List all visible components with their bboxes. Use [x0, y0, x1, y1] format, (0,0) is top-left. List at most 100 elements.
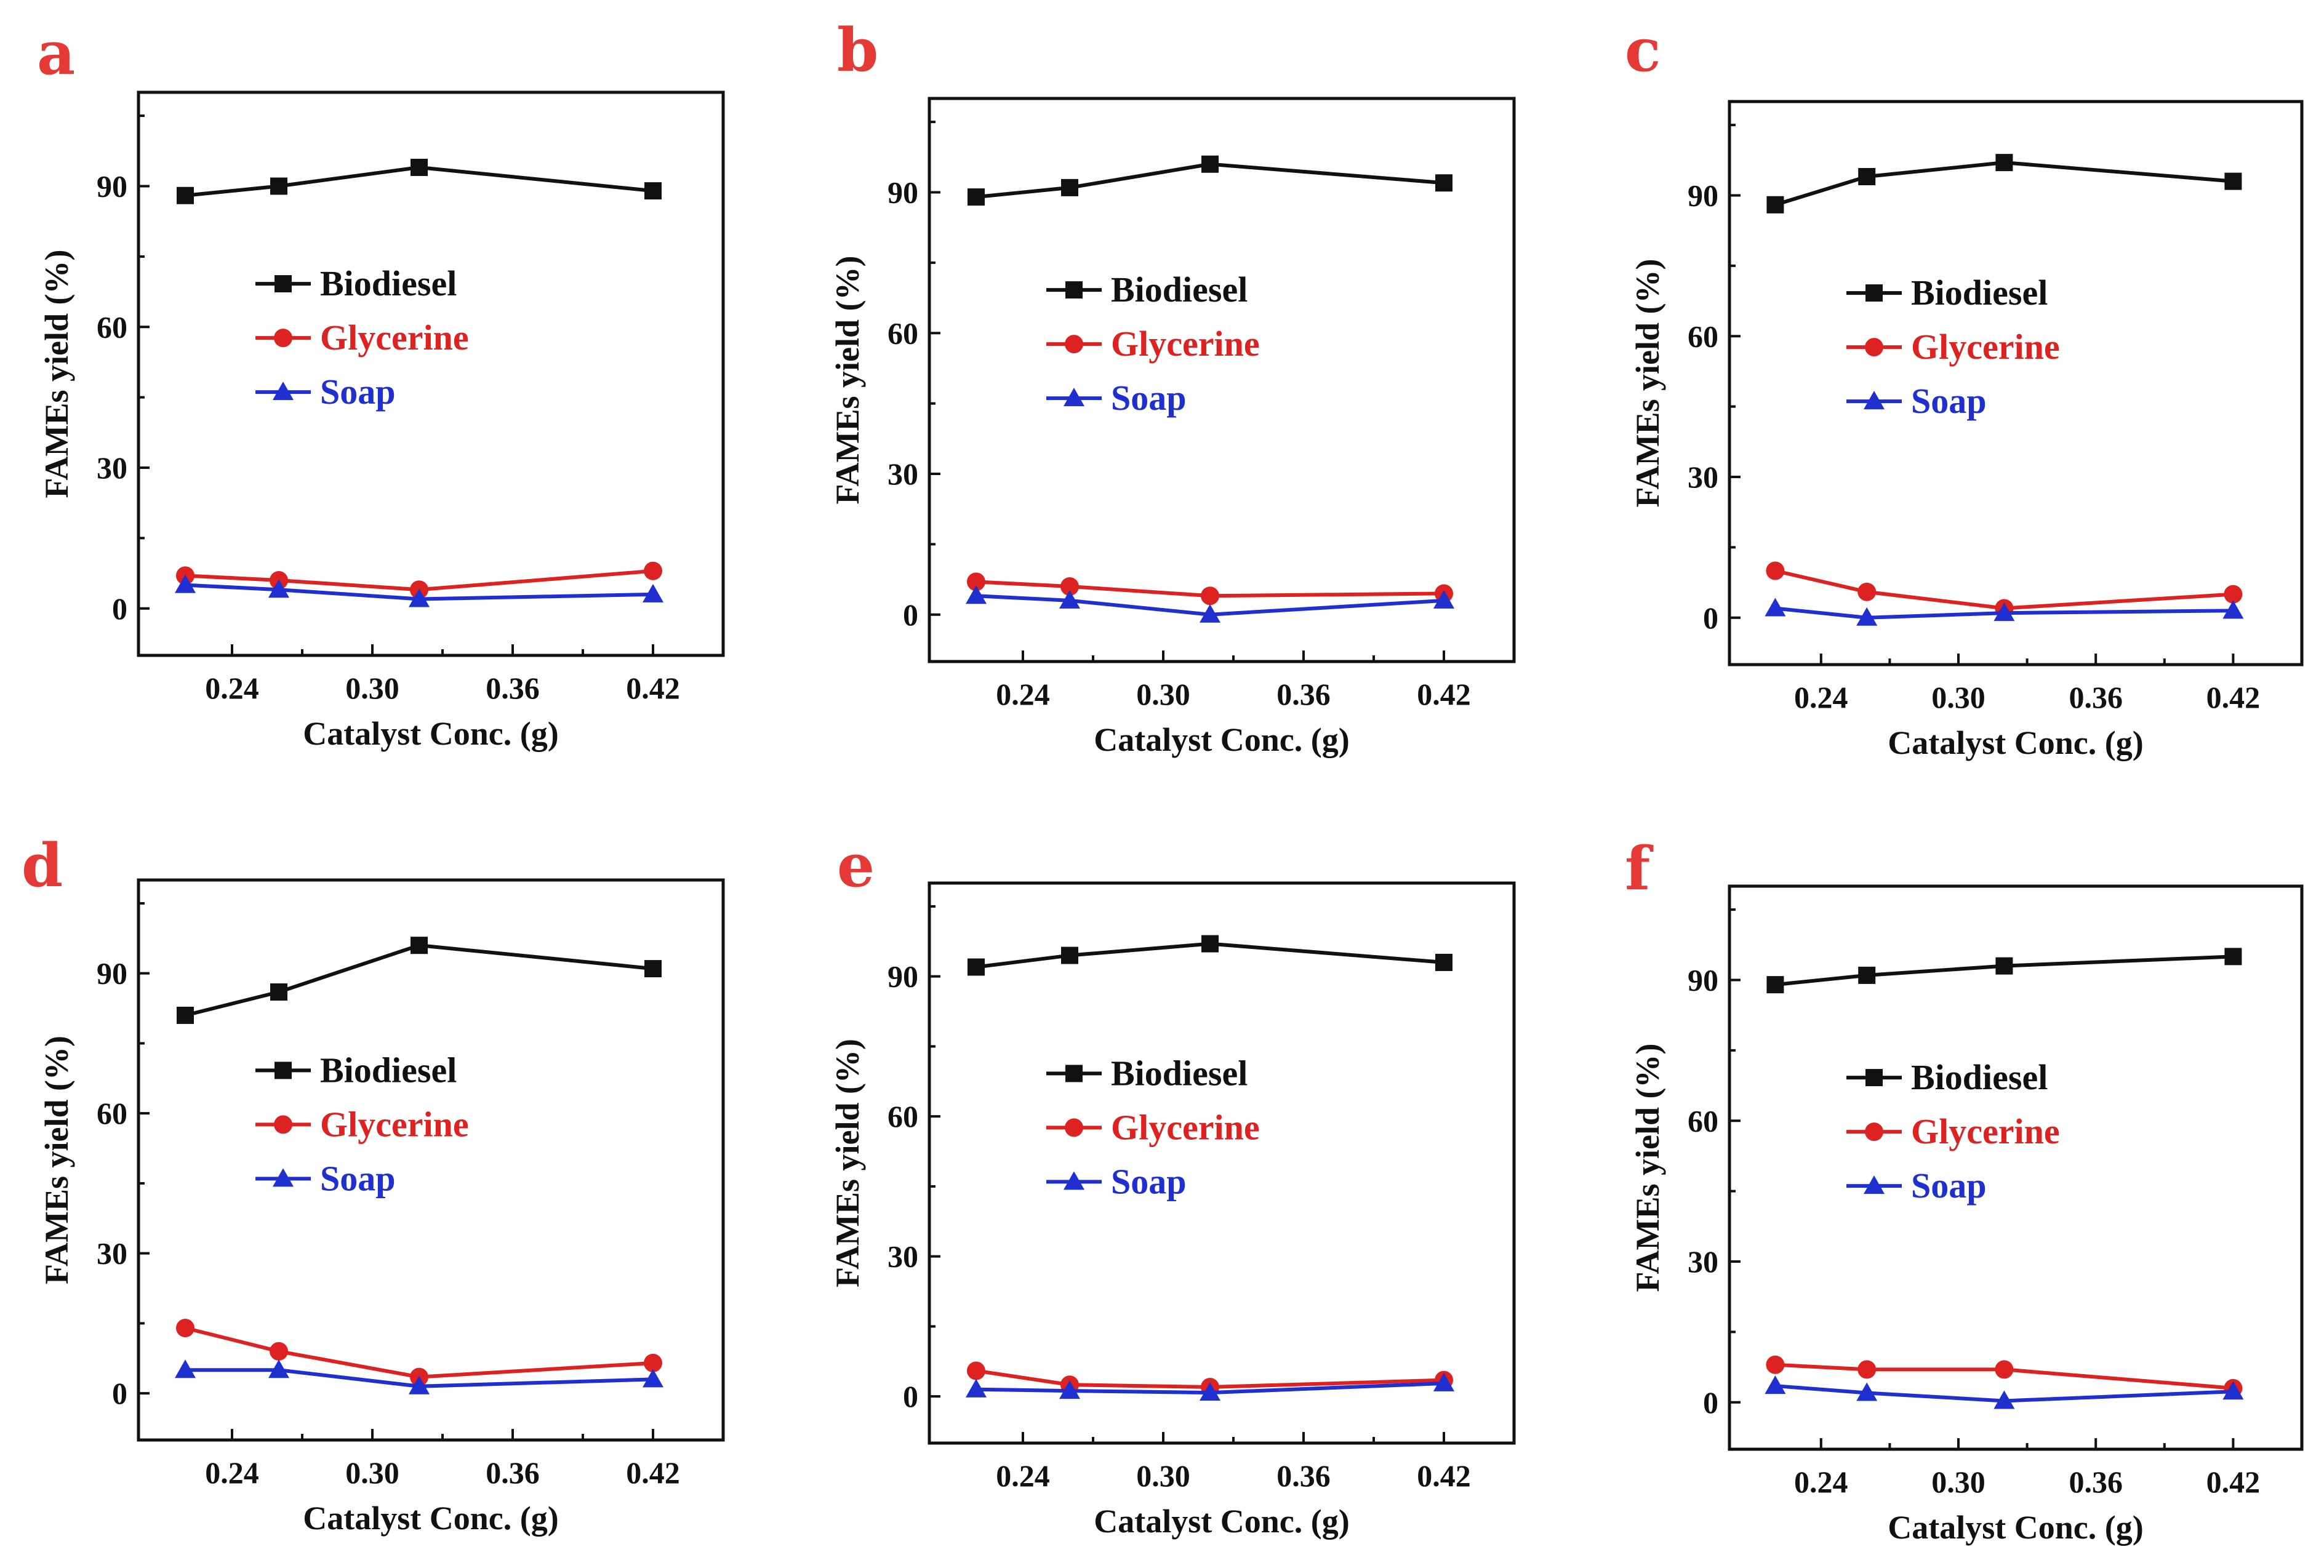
- legend-label-glycerine: Glycerine: [1111, 324, 1260, 364]
- data-point-soap: [643, 1369, 663, 1388]
- legend-label-glycerine: Glycerine: [320, 1104, 469, 1144]
- data-point-biodiesel: [1995, 957, 2013, 975]
- data-point-soap: [1856, 1382, 1878, 1401]
- y-tick-label: 60: [1688, 1103, 1718, 1138]
- series-line-glycerine: [1775, 1362, 2234, 1390]
- legend-marker-biodiesel: [1065, 281, 1083, 299]
- legend-label-biodiesel: Biodiesel: [320, 1050, 457, 1090]
- data-point-soap: [1433, 1372, 1454, 1391]
- x-tick-label: 0.30: [1136, 677, 1190, 711]
- series-line-glycerine: [185, 569, 654, 592]
- data-point-biodiesel: [968, 958, 985, 976]
- x-axis-title: Catalyst Conc. (g): [1888, 1509, 2143, 1546]
- x-axis-title: Catalyst Conc. (g): [1888, 724, 2143, 761]
- data-point-glycerine: [967, 572, 985, 591]
- data-point-glycerine: [2224, 585, 2243, 604]
- legend-label-soap: Soap: [1911, 1166, 1987, 1206]
- data-point-soap: [1856, 607, 1878, 626]
- panel-letter: d: [22, 831, 63, 900]
- x-tick-label: 0.36: [2069, 680, 2123, 714]
- y-tick-label: 90: [1688, 178, 1718, 213]
- series-line-soap: [185, 1368, 654, 1388]
- plot-frame: [1728, 884, 2304, 1451]
- data-point-soap: [1433, 590, 1454, 609]
- data-point-glycerine: [1857, 582, 1877, 601]
- data-point-biodiesel: [270, 983, 287, 1001]
- series-line-glycerine: [976, 580, 1444, 598]
- data-point-soap: [1200, 1382, 1220, 1401]
- data-point-soap: [966, 585, 987, 604]
- legend-label-glycerine: Glycerine: [1111, 1107, 1260, 1147]
- legend-label-glycerine: Glycerine: [320, 318, 469, 358]
- legend-marker-glycerine: [1065, 1118, 1083, 1137]
- data-point-biodiesel: [1766, 196, 1784, 214]
- x-tick-label: 0.24: [1794, 680, 1848, 714]
- data-point-soap: [643, 583, 663, 602]
- legend-label-biodiesel: Biodiesel: [1111, 270, 1248, 310]
- x-tick-label: 0.30: [345, 1455, 399, 1490]
- x-tick-label: 0.36: [1276, 1458, 1331, 1493]
- y-tick-label: 30: [97, 450, 127, 485]
- data-point-biodiesel: [411, 159, 428, 176]
- y-tick-label: 90: [1688, 963, 1718, 998]
- legend-marker-soap: [1864, 391, 1885, 410]
- series-line-soap: [976, 1381, 1444, 1395]
- panel-letter: c: [1625, 15, 1661, 85]
- y-axis-title: FAMEs yield (%): [829, 1039, 866, 1287]
- x-axis-title: Catalyst Conc. (g): [1094, 721, 1349, 758]
- data-point-biodiesel: [1435, 174, 1452, 192]
- series-line-biodiesel: [185, 943, 654, 1017]
- x-tick-label: 0.30: [1136, 1458, 1190, 1493]
- data-point-biodiesel: [1201, 935, 1219, 953]
- y-tick-label: 0: [1703, 601, 1718, 635]
- series-line-biodiesel: [1774, 161, 2234, 207]
- y-tick-label: 0: [903, 598, 918, 632]
- x-tick-label: 0.42: [1417, 1458, 1471, 1493]
- x-tick-label: 0.36: [1276, 677, 1331, 711]
- chart-panel-c: c 0 30 60 90 0.24 0.30 0.36 0.42 Catalyst Conc. (…: [1625, 15, 2304, 761]
- legend-label-soap: Soap: [1111, 378, 1187, 418]
- plot-frame: [928, 97, 1516, 663]
- x-axis-title: Catalyst Conc. (g): [1094, 1503, 1349, 1540]
- legend-marker-biodiesel: [274, 1062, 292, 1079]
- series-line-soap: [1775, 1384, 2234, 1403]
- y-tick-label: 30: [888, 1239, 918, 1274]
- series-line-soap: [976, 594, 1444, 617]
- data-point-soap: [175, 1359, 196, 1378]
- series-line-glycerine: [976, 1369, 1444, 1389]
- data-point-glycerine: [1201, 586, 1219, 606]
- chart-panel-a: a 0 30 60 90 0.24 0.30 0.36 0.42 Catalyst Conc. (…: [37, 18, 725, 752]
- data-point-biodiesel: [1858, 966, 1876, 984]
- x-tick-label: 0.36: [486, 1455, 540, 1490]
- data-point-soap: [966, 1378, 987, 1398]
- legend-marker-soap: [1864, 1175, 1885, 1194]
- data-point-biodiesel: [1201, 155, 1219, 173]
- y-tick-label: 30: [97, 1236, 127, 1271]
- data-point-biodiesel: [968, 188, 985, 206]
- data-point-soap: [1993, 1390, 2015, 1409]
- x-tick-label: 0.24: [1794, 1465, 1848, 1499]
- x-tick-label: 0.42: [2206, 680, 2261, 714]
- legend-marker-glycerine: [274, 1115, 292, 1134]
- data-point-biodiesel: [1858, 168, 1876, 185]
- y-tick-label: 90: [97, 169, 127, 204]
- data-point-soap: [268, 579, 289, 598]
- y-tick-label: 30: [1688, 460, 1718, 494]
- legend-marker-glycerine: [274, 329, 292, 348]
- x-tick-label: 0.24: [996, 677, 1050, 711]
- data-point-soap: [1059, 590, 1080, 609]
- data-point-soap: [409, 1375, 430, 1394]
- data-point-glycerine: [644, 1353, 662, 1372]
- y-axis-title: FAMEs yield (%): [38, 1036, 75, 1284]
- plot-frame: [137, 90, 725, 657]
- legend-marker-soap: [1064, 388, 1084, 407]
- series-line-soap: [185, 583, 654, 601]
- y-tick-label: 90: [888, 959, 918, 994]
- y-tick-label: 90: [888, 175, 918, 210]
- y-tick-label: 0: [1703, 1385, 1718, 1420]
- chart-panel-b: b 0 30 60 90 0.24 0.30 0.36 0.42 Catalyst Conc. (…: [829, 15, 1516, 758]
- data-point-soap: [1765, 1375, 1786, 1394]
- legend-label-biodiesel: Biodiesel: [320, 263, 457, 303]
- series-line-biodiesel: [1775, 954, 2234, 987]
- chart-panel-f: f 0 30 60 90 0.24 0.30 0.36 0.42 Catalyst Conc. (…: [1625, 834, 2304, 1546]
